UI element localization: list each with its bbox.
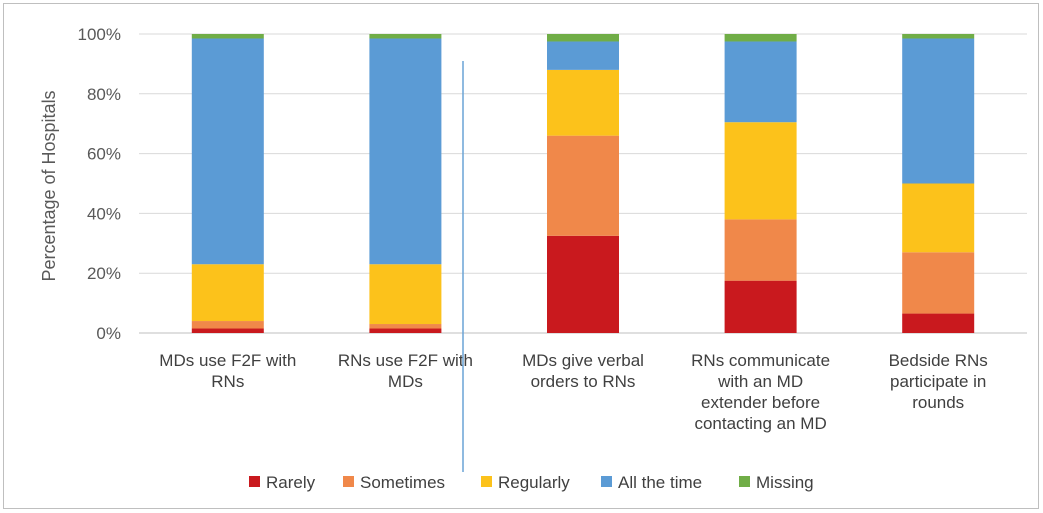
category-label: contacting an MD: [694, 414, 826, 433]
bar-segment: [369, 38, 442, 265]
bar-segment: [191, 38, 264, 265]
bar-segment: [547, 235, 619, 333]
bar-segment: [724, 34, 797, 42]
bar-segment: [902, 34, 975, 39]
bar-segment: [369, 34, 442, 39]
y-tick-label: 20%: [87, 264, 121, 283]
legend-label: Rarely: [266, 473, 316, 492]
category-label: participate in: [890, 372, 986, 391]
legend-swatch: [249, 476, 260, 487]
bar-segment: [369, 328, 442, 333]
bar-segment: [724, 41, 797, 123]
bar-segment: [902, 313, 975, 333]
y-tick-labels: 0% 20% 40% 60% 80% 100%: [78, 25, 121, 343]
legend-label: Missing: [756, 473, 814, 492]
bar-segment: [191, 34, 264, 39]
bar-segment: [547, 135, 619, 236]
bar-segment: [191, 328, 264, 333]
category-label: extender before: [701, 393, 820, 412]
y-tick-label: 0%: [96, 324, 121, 343]
bar-segment: [191, 264, 264, 322]
bar-segment: [724, 280, 797, 333]
bars: [191, 34, 975, 333]
category-label: MDs: [388, 372, 423, 391]
bar-segment: [902, 38, 975, 184]
category-label: RNs use F2F with: [338, 351, 473, 370]
category-labels: MDs use F2F with RNs RNs use F2F with MDs MD…: [159, 351, 988, 433]
stacked-bar-chart: 0% 20% 40% 60% 80% 100% MDs use F2F with RNs RN…: [39, 25, 1027, 492]
legend-swatch: [343, 476, 354, 487]
legend-label: Sometimes: [360, 473, 445, 492]
y-tick-label: 60%: [87, 145, 121, 164]
category-label: with an MD: [717, 372, 803, 391]
bar-segment: [547, 69, 619, 136]
category-label: orders to RNs: [531, 372, 636, 391]
legend-swatch: [601, 476, 612, 487]
legend-swatch: [739, 476, 750, 487]
bar-segment: [724, 122, 797, 220]
category-label: RNs: [211, 372, 244, 391]
bar-segment: [369, 324, 442, 329]
legend-label: All the time: [618, 473, 702, 492]
bar-segment: [902, 183, 975, 253]
category-label: Bedside RNs: [889, 351, 988, 370]
legend-swatch: [481, 476, 492, 487]
bar-segment: [547, 41, 619, 70]
y-tick-label: 100%: [78, 25, 121, 44]
category-label: MDs give verbal: [522, 351, 644, 370]
bar-segment: [724, 219, 797, 281]
y-axis-label: Percentage of Hospitals: [39, 90, 59, 281]
y-tick-label: 80%: [87, 85, 121, 104]
category-label: MDs use F2F with: [159, 351, 296, 370]
category-label: rounds: [912, 393, 964, 412]
y-tick-label: 40%: [87, 204, 121, 223]
bar-segment: [369, 264, 442, 325]
bar-segment: [547, 34, 619, 42]
chart-frame: 0% 20% 40% 60% 80% 100% MDs use F2F with RNs RN…: [3, 3, 1039, 509]
legend: Rarely Sometimes Regularly All the time Miss…: [249, 473, 814, 492]
bar-segment: [191, 321, 264, 329]
bar-segment: [902, 252, 975, 314]
category-label: RNs communicate: [691, 351, 830, 370]
legend-label: Regularly: [498, 473, 570, 492]
